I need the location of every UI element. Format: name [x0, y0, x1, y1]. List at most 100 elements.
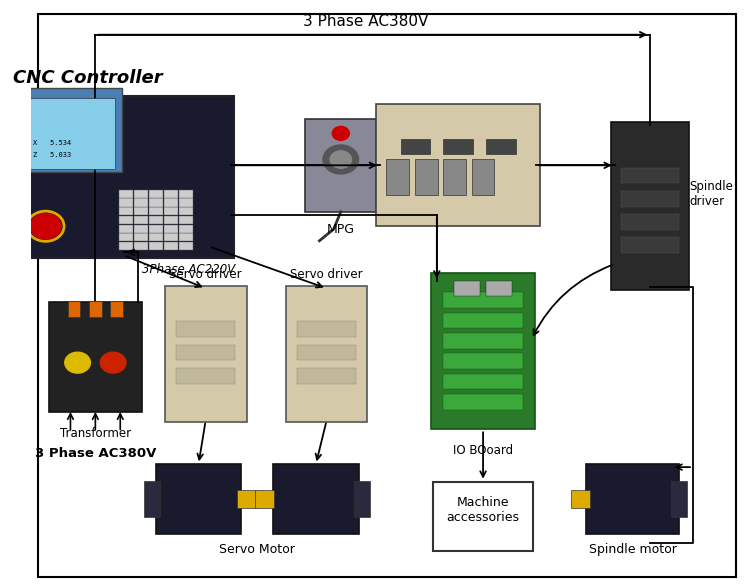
FancyBboxPatch shape [68, 301, 81, 317]
Text: MPG: MPG [327, 223, 355, 236]
FancyBboxPatch shape [119, 242, 133, 250]
FancyBboxPatch shape [443, 394, 523, 410]
FancyBboxPatch shape [134, 224, 148, 233]
FancyBboxPatch shape [148, 190, 163, 198]
Text: IO BOoard: IO BOoard [453, 444, 513, 457]
FancyBboxPatch shape [237, 490, 256, 508]
FancyBboxPatch shape [443, 159, 466, 195]
Circle shape [330, 151, 351, 168]
FancyBboxPatch shape [415, 159, 438, 195]
Text: Machine
accessories: Machine accessories [447, 496, 519, 523]
FancyBboxPatch shape [145, 481, 160, 517]
FancyBboxPatch shape [376, 104, 540, 226]
FancyBboxPatch shape [119, 216, 133, 224]
FancyBboxPatch shape [178, 233, 192, 241]
FancyBboxPatch shape [119, 190, 133, 198]
FancyBboxPatch shape [119, 199, 133, 206]
FancyBboxPatch shape [163, 207, 178, 215]
FancyBboxPatch shape [443, 353, 523, 369]
Text: Servo driver: Servo driver [290, 268, 363, 281]
FancyBboxPatch shape [611, 122, 689, 290]
FancyBboxPatch shape [163, 233, 178, 241]
Text: Servo driver: Servo driver [169, 268, 242, 281]
FancyBboxPatch shape [401, 139, 430, 154]
FancyBboxPatch shape [148, 224, 163, 233]
FancyBboxPatch shape [148, 216, 163, 224]
FancyBboxPatch shape [148, 233, 163, 241]
FancyBboxPatch shape [163, 199, 178, 206]
FancyBboxPatch shape [178, 224, 192, 233]
FancyBboxPatch shape [156, 464, 241, 534]
FancyBboxPatch shape [177, 368, 235, 384]
FancyBboxPatch shape [134, 207, 148, 215]
FancyBboxPatch shape [163, 242, 178, 250]
FancyBboxPatch shape [298, 322, 356, 337]
FancyBboxPatch shape [134, 242, 148, 250]
FancyBboxPatch shape [354, 481, 370, 517]
FancyBboxPatch shape [298, 345, 356, 360]
FancyBboxPatch shape [13, 96, 234, 258]
FancyBboxPatch shape [119, 207, 133, 215]
FancyBboxPatch shape [621, 237, 680, 253]
FancyBboxPatch shape [134, 199, 148, 206]
FancyBboxPatch shape [431, 272, 535, 430]
FancyBboxPatch shape [433, 482, 533, 551]
FancyBboxPatch shape [148, 207, 163, 215]
FancyBboxPatch shape [89, 301, 101, 317]
FancyBboxPatch shape [178, 207, 192, 215]
Text: CNC Controller: CNC Controller [13, 69, 163, 87]
FancyBboxPatch shape [119, 233, 133, 241]
FancyBboxPatch shape [178, 216, 192, 224]
FancyBboxPatch shape [119, 224, 133, 233]
FancyBboxPatch shape [443, 292, 523, 308]
FancyBboxPatch shape [486, 281, 513, 297]
FancyBboxPatch shape [148, 242, 163, 250]
FancyBboxPatch shape [305, 119, 376, 212]
FancyBboxPatch shape [165, 286, 246, 422]
Text: Servo Motor: Servo Motor [219, 543, 295, 556]
FancyBboxPatch shape [571, 490, 591, 508]
Text: 3Phase AC220V: 3Phase AC220V [142, 263, 235, 276]
FancyBboxPatch shape [110, 301, 123, 317]
FancyBboxPatch shape [163, 216, 178, 224]
FancyBboxPatch shape [178, 199, 192, 206]
FancyBboxPatch shape [178, 190, 192, 198]
FancyBboxPatch shape [177, 345, 235, 360]
Text: 3 Phase AC380V: 3 Phase AC380V [34, 447, 156, 460]
FancyBboxPatch shape [443, 139, 473, 154]
Text: Z   5.033: Z 5.033 [33, 152, 71, 158]
Text: Transformer: Transformer [60, 427, 131, 440]
Text: 3 Phase AC380V: 3 Phase AC380V [303, 14, 428, 29]
FancyBboxPatch shape [621, 168, 680, 183]
FancyBboxPatch shape [486, 139, 515, 154]
FancyBboxPatch shape [454, 281, 480, 297]
FancyBboxPatch shape [177, 322, 235, 337]
FancyBboxPatch shape [386, 159, 409, 195]
FancyBboxPatch shape [443, 333, 523, 349]
Circle shape [323, 145, 359, 174]
FancyBboxPatch shape [134, 190, 148, 198]
FancyBboxPatch shape [49, 302, 142, 412]
FancyBboxPatch shape [163, 190, 178, 198]
FancyBboxPatch shape [443, 374, 523, 389]
Circle shape [65, 352, 90, 373]
FancyBboxPatch shape [23, 88, 122, 172]
FancyBboxPatch shape [148, 199, 163, 206]
Text: Spindle
driver: Spindle driver [689, 180, 733, 209]
Text: X   5.534: X 5.534 [33, 140, 71, 146]
FancyBboxPatch shape [26, 98, 115, 169]
FancyBboxPatch shape [671, 481, 686, 517]
FancyBboxPatch shape [254, 490, 274, 508]
FancyBboxPatch shape [134, 216, 148, 224]
Circle shape [101, 352, 126, 373]
FancyBboxPatch shape [286, 286, 368, 422]
FancyBboxPatch shape [471, 159, 495, 195]
FancyBboxPatch shape [178, 242, 192, 250]
FancyBboxPatch shape [134, 233, 148, 241]
FancyBboxPatch shape [298, 368, 356, 384]
FancyBboxPatch shape [273, 464, 359, 534]
FancyBboxPatch shape [621, 191, 680, 206]
FancyBboxPatch shape [586, 464, 679, 534]
FancyBboxPatch shape [621, 214, 680, 230]
Circle shape [332, 127, 349, 140]
